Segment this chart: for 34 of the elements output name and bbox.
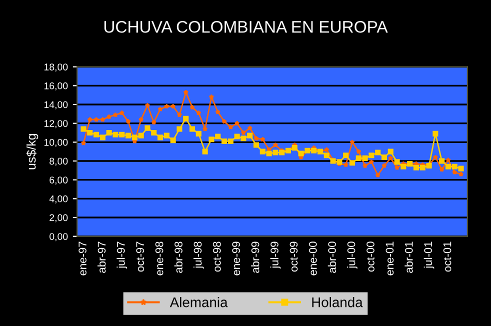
x-tick-label: jul-98 xyxy=(193,242,204,269)
x-tick-label: ene-00 xyxy=(308,242,317,276)
x-tick-label: abr-98 xyxy=(174,242,182,273)
y-tick-label: 4,00 xyxy=(49,195,68,204)
y-axis-title: us$/kg xyxy=(26,134,38,170)
x-tick-label: abr-97 xyxy=(98,242,106,273)
x-tick-label: jul-99 xyxy=(270,242,281,269)
x-tick-label: oct-97 xyxy=(136,242,144,272)
legend-label: Alemania xyxy=(170,297,228,308)
y-tick-label: 18,00 xyxy=(44,64,68,72)
x-tick-label: abr-01 xyxy=(404,242,413,273)
x-tick-label: oct-01 xyxy=(443,242,452,272)
x-tick-label: ene-01 xyxy=(386,242,394,276)
y-tick-label: 10,00 xyxy=(44,138,68,147)
x-tick-label: ene-98 xyxy=(155,242,164,276)
x-tick-label: oct-00 xyxy=(366,242,374,272)
chart-title: UCHUVA COLOMBIANA EN EUROPA xyxy=(104,20,388,33)
y-tick-label: 6,00 xyxy=(50,176,68,185)
y-tick-label: 12,00 xyxy=(44,120,68,128)
x-tick-label: oct-99 xyxy=(290,242,298,272)
x-tick-label: abr-00 xyxy=(328,242,336,273)
x-tick-label: ene-99 xyxy=(232,242,240,276)
legend-label: Holanda xyxy=(312,297,363,308)
y-tick-label: 2,00 xyxy=(50,214,68,222)
x-tick-label: jul-01 xyxy=(424,242,434,269)
x-tick-label: ene-97 xyxy=(78,242,86,276)
x-tick-label: oct-98 xyxy=(212,242,221,272)
x-tick-label: abr-99 xyxy=(251,242,260,273)
y-tick-label: 16,00 xyxy=(44,82,68,90)
y-tick-label: 14,00 xyxy=(44,101,68,110)
x-tick-label: jul-97 xyxy=(116,242,128,269)
y-tick-label: 8,00 xyxy=(50,158,68,166)
x-tick-label: jul-00 xyxy=(347,242,358,269)
y-tick-label: 0,00 xyxy=(50,233,68,242)
